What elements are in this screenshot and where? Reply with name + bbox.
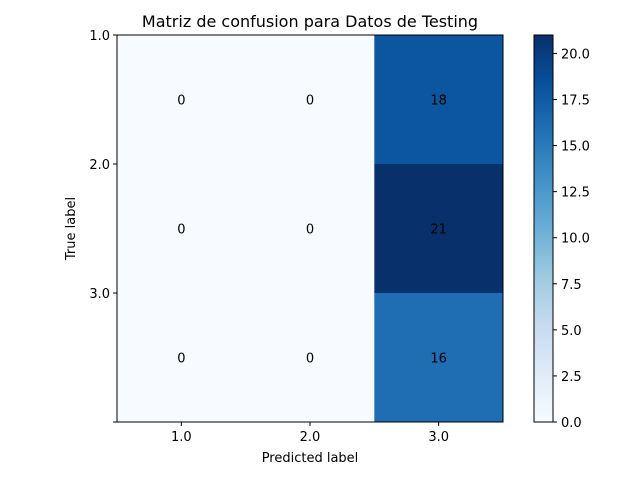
x-tick-label: 2.0 — [300, 430, 321, 445]
heatmap-cell — [117, 35, 247, 165]
x-tick-label: 1.0 — [171, 430, 192, 445]
heatmap-cell — [374, 164, 504, 294]
x-tick-label: 3.0 — [428, 430, 449, 445]
colorbar — [533, 34, 554, 423]
y-tick-label: 1.0 — [89, 29, 110, 44]
colorbar-ticks: 0.0 2.5 5.0 7.5 10.0 12.5 15.0 17.5 20.0 — [553, 47, 590, 431]
heatmap-cell — [117, 164, 247, 294]
cell-value-label: 0 — [177, 223, 185, 238]
cell-value-label: 0 — [306, 352, 314, 367]
x-axis-ticks: 1.0 2.0 3.0 — [171, 422, 449, 445]
heatmap-cell — [245, 293, 375, 423]
heatmap-cell — [374, 293, 504, 423]
cell-value-label: 18 — [430, 94, 447, 109]
heatmap-cells — [117, 35, 504, 423]
colorbar-tick-label: 2.5 — [561, 370, 582, 385]
y-tick-label: 3.0 — [89, 287, 110, 302]
cell-value-label: 0 — [306, 223, 314, 238]
cell-value-label: 0 — [177, 94, 185, 109]
cell-value-label: 0 — [177, 352, 185, 367]
y-axis-ticks: 1.0 2.0 3.0 — [89, 29, 117, 423]
heatmap-cell — [374, 35, 504, 165]
y-axis-label: True label — [64, 197, 79, 261]
cell-value-label: 21 — [430, 223, 447, 238]
colorbar-tick-label: 0.0 — [561, 416, 582, 431]
colorbar-tick-label: 7.5 — [561, 278, 582, 293]
colorbar-tick-label: 10.0 — [561, 232, 590, 247]
cell-value-label: 16 — [430, 352, 447, 367]
colorbar-tick-label: 17.5 — [561, 94, 590, 109]
heatmap-cell-labels: 0 0 18 0 0 21 0 0 16 — [177, 94, 447, 367]
heatmap-cell — [117, 293, 247, 423]
colorbar-tick-label: 12.5 — [561, 186, 590, 201]
chart-title: Matriz de confusion para Datos de Testin… — [142, 12, 478, 31]
heatmap-cell — [245, 164, 375, 294]
colorbar-tick-label: 20.0 — [561, 47, 590, 62]
x-axis-label: Predicted label — [262, 451, 359, 466]
cell-value-label: 0 — [306, 94, 314, 109]
heatmap-cell — [245, 35, 375, 165]
y-tick-label: 2.0 — [89, 158, 110, 173]
colorbar-tick-label: 5.0 — [561, 324, 582, 339]
colorbar-tick-label: 15.0 — [561, 140, 590, 155]
